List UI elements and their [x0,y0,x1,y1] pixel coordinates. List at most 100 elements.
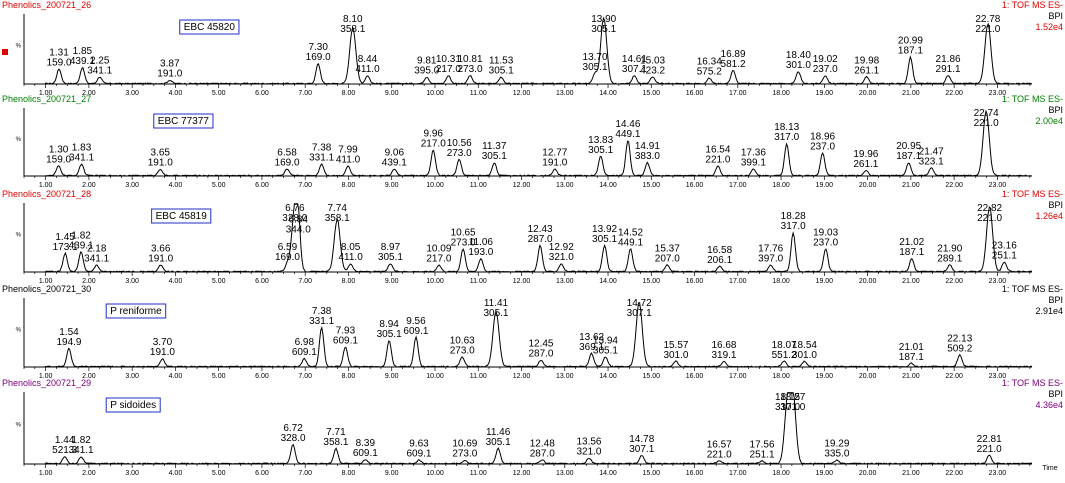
x-tick-label: 22.00 [945,373,963,380]
peak-mz-label: 191.0 [542,158,567,169]
peak-rt-label: 9.96 [424,128,444,139]
peak-mz-label: 237.0 [813,237,838,248]
peak-mz-label: 344.0 [286,224,311,235]
panel-percent-label: % [16,137,22,143]
peak-mz-label: 581.2 [721,59,746,70]
peak-rt-label: 13.56 [576,437,601,448]
species-box [151,208,212,224]
peak-mz-label: 317.0 [774,132,799,143]
peak-rt-label: 13.62 [579,332,604,343]
species-label: EBC 77377 [158,116,210,127]
x-tick-label: 16.00 [686,373,704,380]
x-tick-label: 1.00 [39,373,53,380]
x-tick-label: 11.00 [470,470,487,477]
x-tick-label: 15.00 [643,278,661,285]
x-tick-label: 10.00 [426,182,444,189]
panel-trace-line [45,301,1033,368]
peak-rt-label: 13.92 [592,224,617,235]
x-tick-label: 16.00 [686,278,704,285]
peak-rt-label: 1.44 [55,435,75,446]
peak-rt-label: 23.16 [992,240,1017,251]
peak-mz-label: 609.1 [353,448,378,459]
peak-mz-label: 273.0 [447,148,472,159]
x-tick-label: 8.00 [342,470,356,477]
x-tick-label: 18.00 [772,90,790,97]
peak-mz-label: 321.0 [549,252,574,263]
panel-trace-line [45,392,1032,465]
peak-rt-label: 22.13 [947,333,972,344]
peak-rt-label: 16.54 [705,144,730,155]
peak-mz-label: 237.0 [810,142,835,153]
x-tick-label: 18.00 [772,182,790,189]
x-tick-label: 8.00 [342,278,356,285]
peak-rt-label: 6.76 [285,203,305,214]
panel-percent-label: % [16,44,22,50]
x-tick-label: 18.00 [772,470,790,477]
peak-rt-label: 14.72 [627,298,652,309]
peak-rt-label: 22.74 [974,108,999,119]
peak-rt-label: 8.44 [358,54,378,65]
peak-rt-label: 19.98 [854,55,879,66]
peak-mz-label: 169.0 [275,252,300,263]
x-tick-label: 1.00 [39,278,53,285]
peak-rt-label: 14.91 [635,141,660,152]
x-tick-label: 22.00 [945,470,963,477]
peak-mz-label: 273.0 [458,64,483,75]
peak-mz-label: 439.1 [70,56,95,67]
species-box [105,303,167,319]
x-tick-label: 6.00 [255,470,269,477]
panel-intensity-label: 1.52e4 [1035,22,1063,32]
x-tick-label: 4.00 [169,470,183,477]
x-tick-label: 4.00 [169,90,183,97]
panel-detector-label: 1: TOF MS ES- [1002,94,1063,104]
x-tick-label: 17.00 [729,373,747,380]
x-tick-label: 13.00 [556,373,574,380]
x-tick-label: 9.00 [385,90,399,97]
peak-rt-label: 9.81 [417,55,437,66]
x-tick-label: 19.00 [816,182,834,189]
peak-mz-label: 317.0 [775,402,800,413]
x-tick-label: 15.00 [643,182,661,189]
peak-mz-label: 321.0 [576,447,601,458]
x-tick-label: 17.00 [729,90,747,97]
peak-rt-label: 9.56 [406,316,426,327]
peak-mz-label: 191.0 [148,254,173,265]
x-tick-label: 5.00 [212,90,226,97]
x-tick-label: 6.00 [255,373,269,380]
x-tick-label: 20.00 [859,373,877,380]
x-tick-label: 13.00 [556,278,574,285]
peak-mz-label: 261.1 [853,159,878,170]
peak-rt-label: 14.46 [615,119,640,130]
peak-mz-label: 341.1 [69,152,94,163]
x-tick-label: 18.00 [772,278,790,285]
peak-mz-label: 358.1 [340,24,365,35]
panel-detector-label: 1: TOF MS ES- [1002,189,1063,199]
peak-mz-label: 289.1 [937,254,962,265]
x-tick-label: 12.00 [513,470,531,477]
panel-percent-label: % [16,423,22,429]
peak-mz-label: 217.0 [421,138,446,149]
peak-rt-label: 18.27 [780,392,805,403]
peak-mz-label: 207.0 [655,254,680,265]
peak-rt-label: 10.81 [458,54,483,65]
x-tick-label: 16.00 [686,470,704,477]
x-tick-label: 21.00 [902,373,920,380]
x-tick-label: 4.00 [169,373,183,380]
peak-mz-label: 187.1 [899,247,924,258]
x-tick-label: 16.00 [686,182,704,189]
peak-rt-label: 19.03 [813,227,838,238]
peak-rt-label: 7.93 [336,326,356,337]
panel-detector-label: 1: TOF MS ES- [1002,284,1063,294]
peak-rt-label: 1.82 [71,435,91,446]
x-tick-label: 14.00 [599,470,617,477]
peak-rt-label: 20.95 [896,141,921,152]
peak-mz-label: 319.1 [711,350,736,361]
peak-rt-label: 13.90 [591,14,616,25]
peak-mz-label: 439.1 [69,241,94,252]
panel-intensity-label: 1.26e4 [1035,211,1063,221]
x-tick-label: 5.00 [212,182,226,189]
x-tick-label: 8.00 [342,373,356,380]
x-tick-label: 23.00 [989,470,1007,477]
